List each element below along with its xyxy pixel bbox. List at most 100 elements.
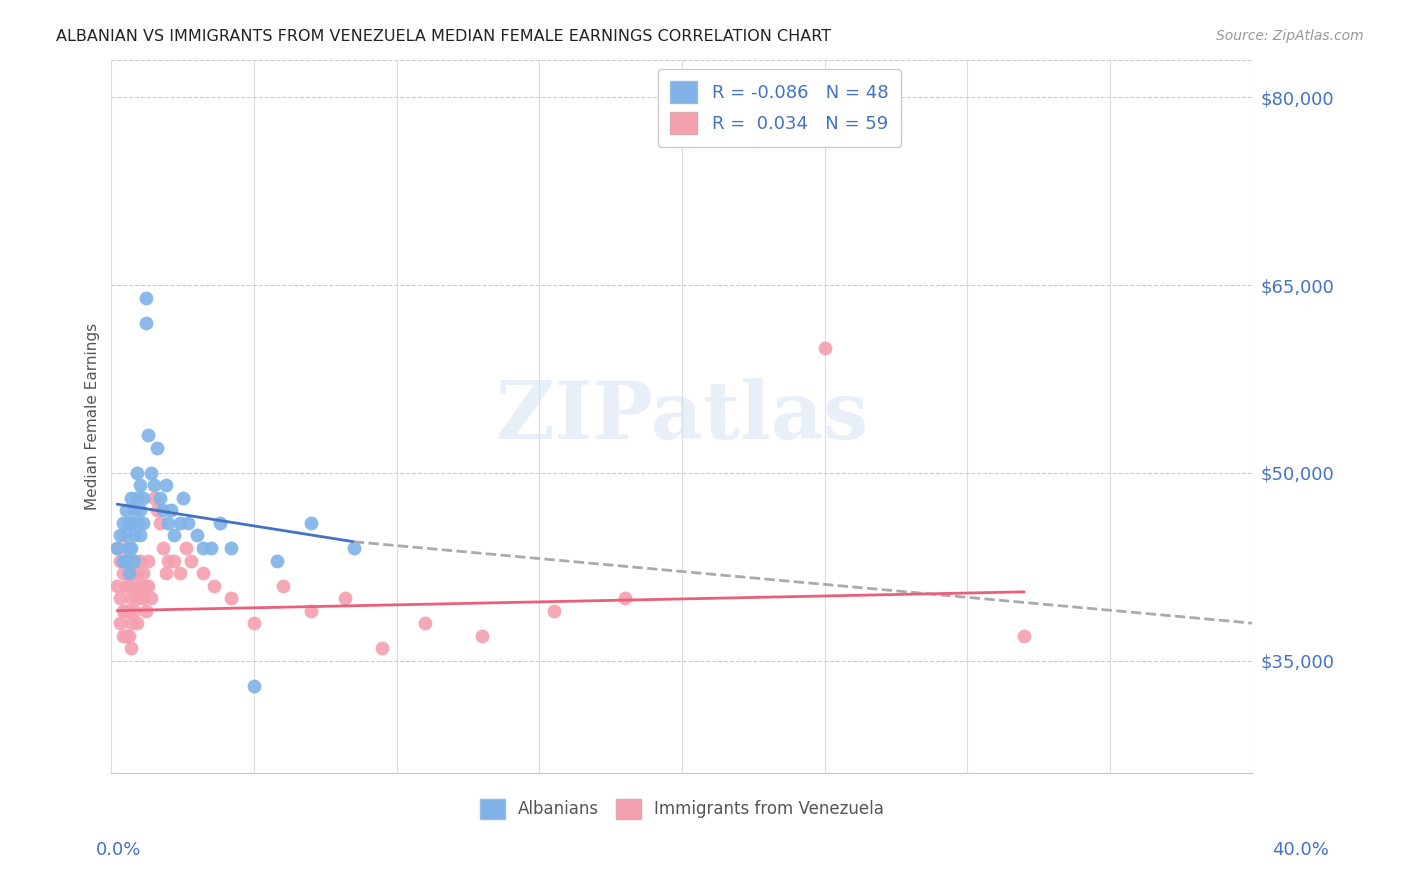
Point: [471, 629, 494, 643]
Point: [202, 578, 225, 592]
Point: [149, 516, 172, 530]
Point: [120, 516, 142, 530]
Point: [135, 316, 157, 330]
Point: [111, 629, 134, 643]
Point: [122, 604, 145, 618]
Point: [219, 541, 242, 555]
Point: [111, 604, 134, 618]
Point: [177, 516, 200, 530]
Point: [543, 604, 565, 618]
Point: [132, 491, 155, 505]
Point: [271, 578, 294, 592]
Point: [132, 566, 155, 580]
Point: [335, 591, 357, 606]
Text: 0.0%: 0.0%: [96, 840, 141, 858]
Point: [143, 491, 166, 505]
Point: [117, 541, 139, 555]
Point: [129, 528, 152, 542]
Text: ZIPatlas: ZIPatlas: [496, 377, 868, 456]
Point: [105, 541, 128, 555]
Point: [114, 629, 136, 643]
Point: [200, 541, 222, 555]
Point: [413, 616, 436, 631]
Point: [117, 516, 139, 530]
Point: [146, 441, 169, 455]
Point: [125, 616, 148, 631]
Point: [169, 566, 191, 580]
Point: [125, 491, 148, 505]
Point: [125, 566, 148, 580]
Point: [120, 591, 142, 606]
Point: [129, 478, 152, 492]
Point: [114, 604, 136, 618]
Point: [138, 578, 160, 592]
Point: [114, 528, 136, 542]
Point: [813, 341, 835, 355]
Point: [155, 478, 177, 492]
Point: [111, 566, 134, 580]
Point: [120, 616, 142, 631]
Point: [117, 629, 139, 643]
Point: [174, 541, 197, 555]
Point: [108, 591, 131, 606]
Point: [120, 491, 142, 505]
Point: [186, 528, 208, 542]
Point: [117, 553, 139, 567]
Point: [114, 503, 136, 517]
Point: [125, 466, 148, 480]
Point: [266, 553, 288, 567]
Point: [169, 516, 191, 530]
Point: [152, 541, 174, 555]
Point: [117, 604, 139, 618]
Point: [138, 553, 160, 567]
Point: [122, 578, 145, 592]
Point: [152, 503, 174, 517]
Point: [141, 466, 163, 480]
Point: [125, 591, 148, 606]
Point: [129, 553, 152, 567]
Point: [219, 591, 242, 606]
Point: [111, 516, 134, 530]
Point: [117, 566, 139, 580]
Point: [243, 679, 266, 693]
Point: [143, 478, 166, 492]
Point: [108, 616, 131, 631]
Point: [163, 528, 186, 542]
Point: [125, 516, 148, 530]
Point: [105, 578, 128, 592]
Point: [135, 291, 157, 305]
Text: ALBANIAN VS IMMIGRANTS FROM VENEZUELA MEDIAN FEMALE EARNINGS CORRELATION CHART: ALBANIAN VS IMMIGRANTS FROM VENEZUELA ME…: [56, 29, 831, 44]
Point: [157, 553, 180, 567]
Point: [1012, 629, 1035, 643]
Point: [108, 553, 131, 567]
Point: [122, 553, 145, 567]
Point: [120, 641, 142, 656]
Point: [191, 541, 214, 555]
Point: [343, 541, 366, 555]
Point: [122, 553, 145, 567]
Point: [149, 491, 172, 505]
Point: [122, 528, 145, 542]
Point: [132, 591, 155, 606]
Point: [180, 553, 202, 567]
Point: [371, 641, 394, 656]
Point: [208, 516, 231, 530]
Point: [114, 578, 136, 592]
Point: [120, 541, 142, 555]
Point: [120, 566, 142, 580]
Point: [299, 604, 322, 618]
Point: [114, 553, 136, 567]
Point: [132, 516, 155, 530]
Point: [105, 541, 128, 555]
Point: [135, 578, 157, 592]
Point: [243, 616, 266, 631]
Point: [160, 503, 183, 517]
Point: [135, 604, 157, 618]
Point: [191, 566, 214, 580]
Point: [122, 503, 145, 517]
Point: [129, 503, 152, 517]
Point: [141, 591, 163, 606]
Y-axis label: Median Female Earnings: Median Female Earnings: [86, 323, 100, 510]
Point: [138, 428, 160, 442]
Point: [117, 578, 139, 592]
